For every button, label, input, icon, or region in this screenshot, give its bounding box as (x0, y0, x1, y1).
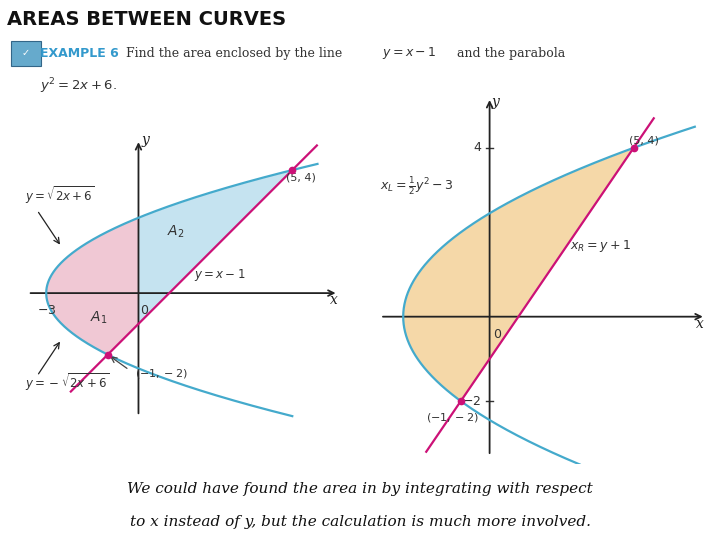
Text: $y^2 = 2x + 6.$: $y^2 = 2x + 6.$ (40, 76, 117, 96)
Text: EXAMPLE 6: EXAMPLE 6 (40, 46, 119, 59)
Text: $A_2$: $A_2$ (166, 224, 184, 240)
Text: $y = x - 1$: $y = x - 1$ (194, 267, 246, 283)
FancyBboxPatch shape (11, 40, 41, 65)
Text: 0: 0 (140, 304, 148, 317)
Text: and the parabola: and the parabola (457, 46, 565, 59)
Text: $-2$: $-2$ (462, 395, 481, 408)
Text: $x_L = \frac{1}{2}y^2 - 3$: $x_L = \frac{1}{2}y^2 - 3$ (380, 176, 454, 198)
Text: 0: 0 (492, 328, 501, 341)
Text: $-3$: $-3$ (37, 304, 56, 317)
Text: y: y (141, 133, 149, 147)
Text: $y = \sqrt{2x+6}$: $y = \sqrt{2x+6}$ (24, 184, 94, 206)
Text: Find the area enclosed by the line: Find the area enclosed by the line (126, 46, 342, 59)
Text: $(-1, -2)$: $(-1, -2)$ (426, 410, 479, 423)
Text: 4: 4 (473, 141, 481, 154)
Text: $y = x - 1$: $y = x - 1$ (382, 45, 436, 61)
Text: to x instead of y, but the calculation is much more involved.: to x instead of y, but the calculation i… (130, 515, 590, 529)
Text: AREAS BETWEEN CURVES: AREAS BETWEEN CURVES (7, 10, 287, 29)
Text: x: x (330, 293, 338, 307)
Text: y: y (492, 94, 499, 109)
Text: We could have found the area in by integrating with respect: We could have found the area in by integ… (127, 482, 593, 496)
Text: $A_1$: $A_1$ (90, 309, 107, 326)
Text: (5, 4): (5, 4) (629, 136, 659, 146)
Text: (5, 4): (5, 4) (286, 173, 316, 183)
Text: $x_R = y + 1$: $x_R = y + 1$ (570, 238, 631, 254)
Text: x: x (696, 318, 703, 332)
Text: ✓: ✓ (22, 48, 30, 58)
Text: $y = -\sqrt{2x+6}$: $y = -\sqrt{2x+6}$ (24, 372, 109, 394)
Text: $(-1, -2)$: $(-1, -2)$ (135, 367, 188, 380)
